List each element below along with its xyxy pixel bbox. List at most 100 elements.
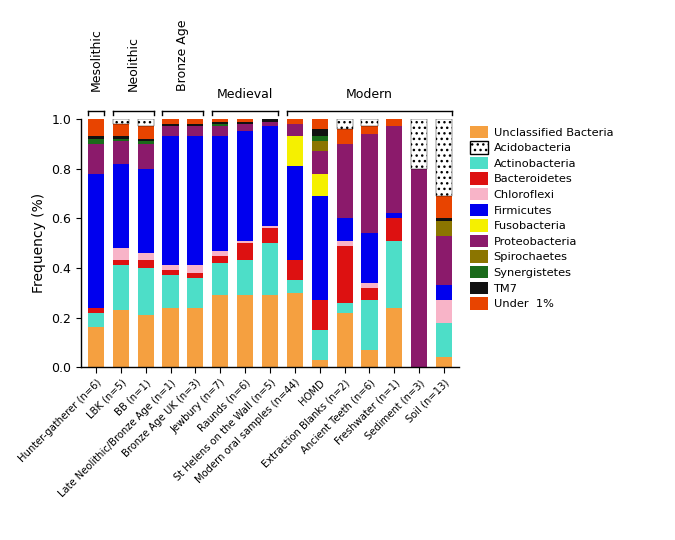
Bar [287,137,303,166]
Bar [436,322,452,357]
Bar [163,266,179,271]
Bar [187,266,203,273]
Bar [312,151,328,174]
Bar [312,330,328,360]
Bar [337,303,353,313]
Bar [337,144,353,218]
Bar [337,218,353,241]
Bar [163,119,179,124]
Bar [113,141,129,164]
Legend: Unclassified Bacteria, Acidobacteria, Actinobacteria, Bacteroidetes, Chloroflexi: Unclassified Bacteria, Acidobacteria, Ac… [468,125,614,311]
Bar [237,243,253,260]
Bar [138,119,154,126]
Bar [187,308,203,367]
Bar [361,126,377,134]
Bar [361,300,377,350]
Bar [411,119,427,168]
Bar [312,300,328,330]
Bar [337,129,353,144]
Bar [337,246,353,303]
Bar [287,280,303,293]
Bar [436,285,452,300]
Bar [361,350,377,367]
Bar [262,228,278,243]
Bar [386,218,402,241]
Bar [138,268,154,315]
Bar [237,295,253,367]
Bar [163,271,179,275]
Bar [287,124,303,137]
Bar [88,327,104,367]
Bar [361,233,377,283]
Bar [187,273,203,278]
Bar [262,119,278,122]
Bar [88,139,104,144]
Bar [262,243,278,295]
Bar [88,119,104,137]
Bar [436,119,452,196]
Bar [187,137,203,266]
Bar [312,196,328,300]
Bar [287,293,303,367]
Bar [88,308,104,313]
Bar [411,168,427,367]
Bar [386,241,402,308]
Bar [163,124,179,126]
Bar [337,241,353,246]
Bar [312,174,328,196]
Bar [163,275,179,308]
Bar [138,168,154,253]
Bar [212,251,228,255]
Text: Bronze Age: Bronze Age [176,20,190,91]
Bar [237,122,253,124]
Bar [361,283,377,288]
Bar [212,255,228,263]
Bar [88,313,104,327]
Bar [436,218,452,221]
Bar [312,129,328,137]
Bar [113,248,129,260]
Bar [113,137,129,139]
Bar [361,134,377,233]
Text: Mesolithic: Mesolithic [89,29,103,91]
Bar [386,213,402,218]
Bar [113,139,129,141]
Bar [337,119,353,129]
Bar [113,310,129,367]
Bar [237,119,253,122]
Bar [212,122,228,124]
Bar [212,263,228,295]
Bar [138,126,154,139]
Y-axis label: Frequency (%): Frequency (%) [32,193,46,293]
Bar [436,235,452,285]
Bar [312,137,328,141]
Bar [436,300,452,322]
Bar [312,141,328,151]
Bar [436,357,452,367]
Bar [312,360,328,367]
Bar [262,295,278,367]
Bar [337,313,353,367]
Bar [187,119,203,124]
Bar [312,119,328,129]
Bar [138,139,154,141]
Bar [212,124,228,126]
Bar [187,126,203,137]
Bar [138,144,154,168]
Bar [138,260,154,268]
Text: Modern: Modern [346,89,393,102]
Text: Medieval: Medieval [217,89,273,102]
Bar [386,308,402,367]
Bar [187,278,203,308]
Bar [212,137,228,251]
Bar [88,144,104,174]
Bar [88,174,104,308]
Bar [212,295,228,367]
Bar [113,164,129,248]
Text: Neolithic: Neolithic [127,37,140,91]
Bar [138,315,154,367]
Bar [361,119,377,126]
Bar [113,119,129,124]
Bar [88,137,104,139]
Bar [113,260,129,266]
